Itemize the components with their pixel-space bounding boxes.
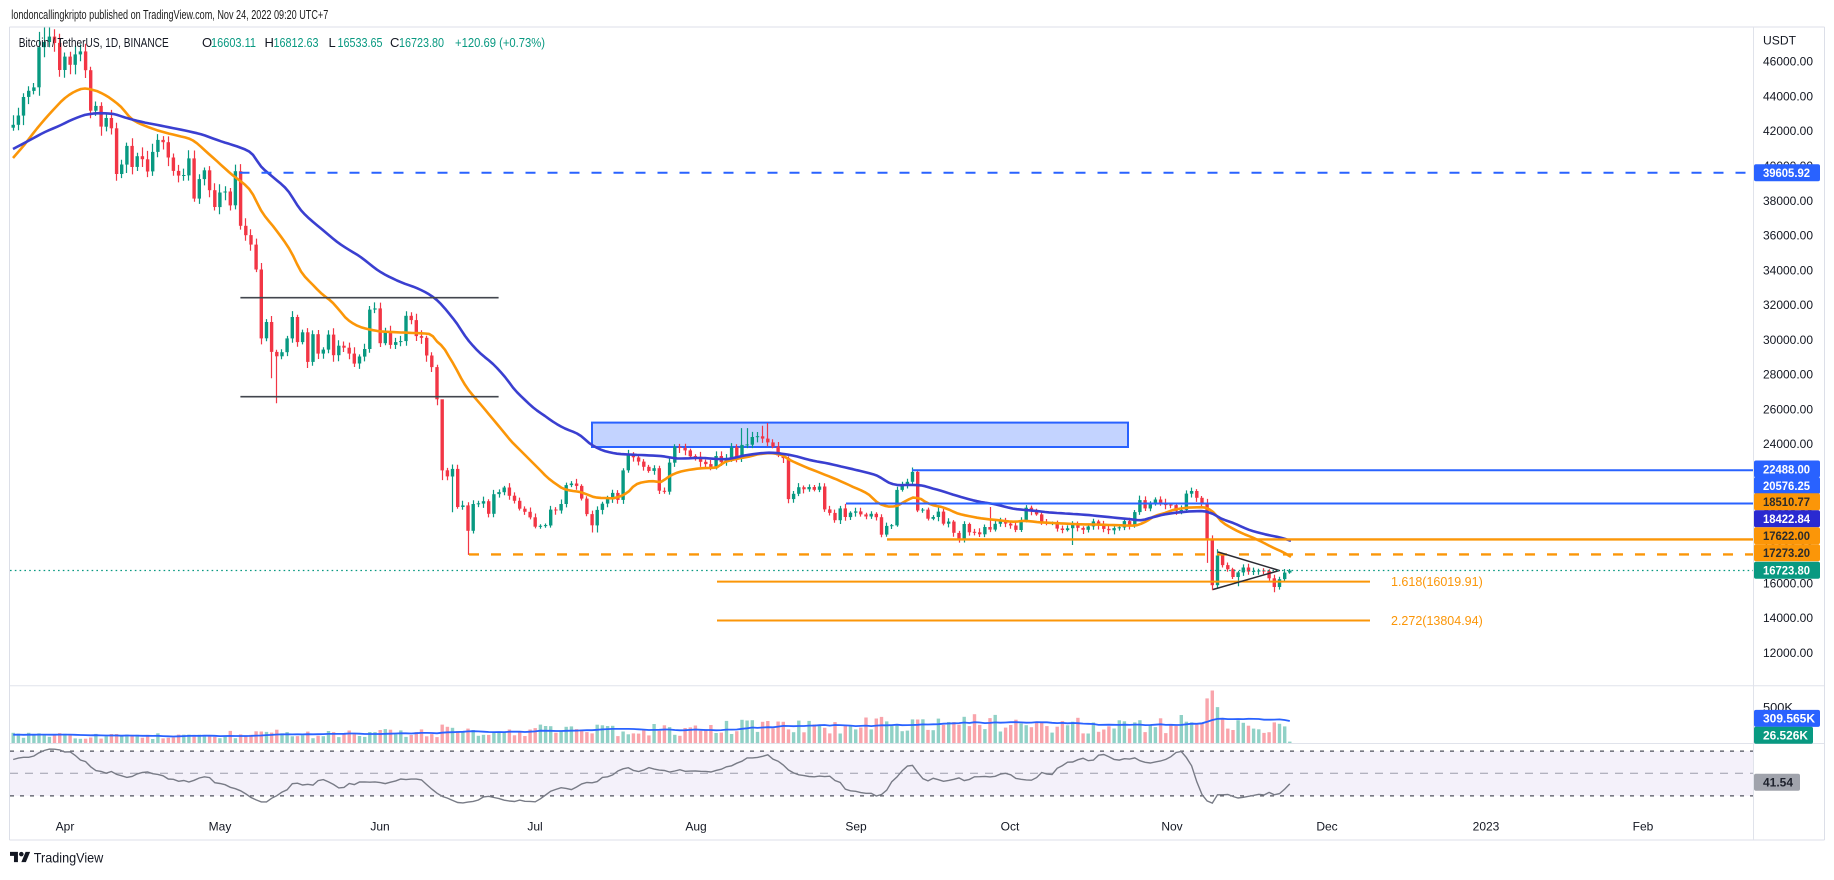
svg-text:22488.00: 22488.00 <box>1763 462 1810 476</box>
svg-text:16723.80: 16723.80 <box>399 35 444 50</box>
svg-text:309.565K: 309.565K <box>1763 712 1815 726</box>
svg-text:16603.11: 16603.11 <box>211 35 256 50</box>
svg-text:28000.00: 28000.00 <box>1763 368 1813 382</box>
svg-text:Jul: Jul <box>527 820 542 834</box>
svg-text:18422.84: 18422.84 <box>1763 512 1810 526</box>
svg-text:16723.80: 16723.80 <box>1763 564 1810 578</box>
svg-text:18510.77: 18510.77 <box>1763 495 1810 509</box>
svg-text:TradingView: TradingView <box>34 850 104 866</box>
svg-text:May: May <box>209 820 232 834</box>
svg-text:20576.25: 20576.25 <box>1763 479 1810 493</box>
svg-text:Feb: Feb <box>1633 820 1654 834</box>
svg-text:O: O <box>202 35 212 50</box>
svg-text:38000.00: 38000.00 <box>1763 194 1813 208</box>
svg-text:H: H <box>265 35 274 50</box>
svg-text:L: L <box>329 35 336 50</box>
svg-text:1.618(16019.91): 1.618(16019.91) <box>1391 575 1483 589</box>
svg-text:+120.69 (+0.73%): +120.69 (+0.73%) <box>455 35 545 50</box>
svg-text:Jun: Jun <box>370 820 389 834</box>
svg-text:26000.00: 26000.00 <box>1763 402 1813 416</box>
svg-text:2023: 2023 <box>1473 820 1500 834</box>
svg-text:30000.00: 30000.00 <box>1763 333 1813 347</box>
svg-text:Apr: Apr <box>56 820 75 834</box>
svg-text:Oct: Oct <box>1001 820 1020 834</box>
svg-text:londoncallingkripto published: londoncallingkripto published on Trading… <box>11 7 328 22</box>
svg-text:Nov: Nov <box>1161 820 1182 834</box>
svg-text:44000.00: 44000.00 <box>1763 90 1813 104</box>
svg-text:42000.00: 42000.00 <box>1763 124 1813 138</box>
svg-text:Bitcoin / TetherUS, 1D, BINANC: Bitcoin / TetherUS, 1D, BINANCE <box>19 35 169 50</box>
svg-text:USDT: USDT <box>1763 34 1797 48</box>
svg-text:17622.00: 17622.00 <box>1763 529 1810 543</box>
svg-text:34000.00: 34000.00 <box>1763 263 1813 277</box>
svg-text:36000.00: 36000.00 <box>1763 229 1813 243</box>
svg-text:14000.00: 14000.00 <box>1763 611 1813 625</box>
svg-text:Sep: Sep <box>845 820 867 834</box>
svg-text:17273.20: 17273.20 <box>1763 546 1810 560</box>
svg-text:2.272(13804.94): 2.272(13804.94) <box>1391 614 1483 628</box>
svg-text:Dec: Dec <box>1316 820 1337 834</box>
svg-text:46000.00: 46000.00 <box>1763 55 1813 69</box>
svg-text:16533.65: 16533.65 <box>338 35 383 50</box>
svg-text:16000.00: 16000.00 <box>1763 576 1813 590</box>
svg-text:Aug: Aug <box>685 820 706 834</box>
svg-text:12000.00: 12000.00 <box>1763 646 1813 660</box>
svg-text:C: C <box>390 35 399 50</box>
svg-text:26.526K: 26.526K <box>1763 729 1808 743</box>
svg-text:41.54: 41.54 <box>1763 776 1793 790</box>
svg-text:24000.00: 24000.00 <box>1763 437 1813 451</box>
svg-text:32000.00: 32000.00 <box>1763 298 1813 312</box>
svg-text:39605.92: 39605.92 <box>1763 166 1810 180</box>
svg-text:16812.63: 16812.63 <box>274 35 319 50</box>
